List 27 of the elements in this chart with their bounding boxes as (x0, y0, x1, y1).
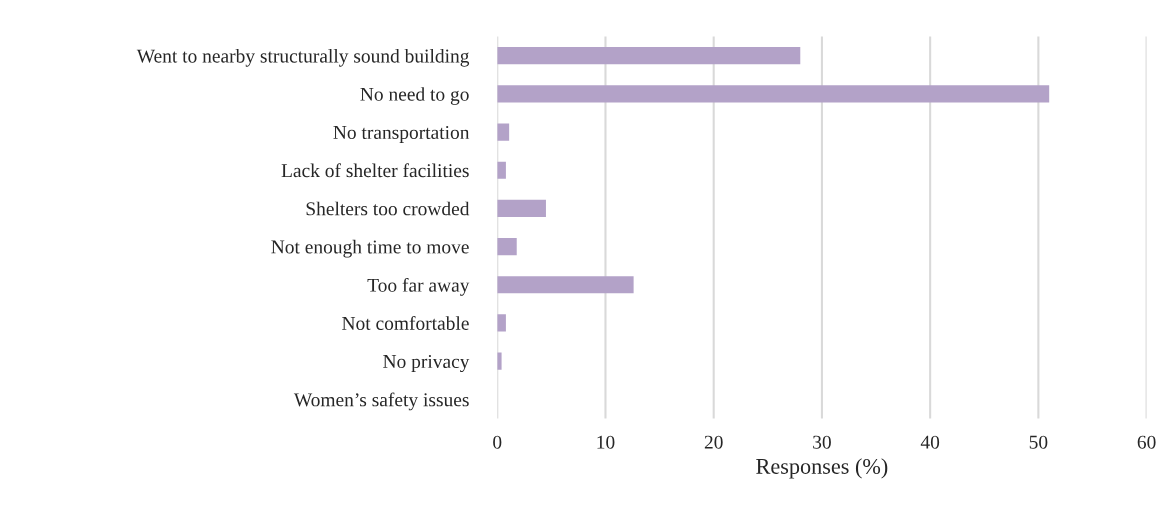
bar (497, 314, 506, 332)
y-tick-label: Women’s safety issues (293, 392, 469, 411)
bar (497, 276, 634, 294)
y-tick-label: Not comfortable (342, 316, 469, 330)
y-tick-label: No transportation (333, 125, 470, 143)
x-tick-label: 40 (920, 435, 940, 449)
y-tick-label: Not enough time to move (271, 239, 469, 258)
bar (497, 47, 801, 65)
y-tick-label: Lack of shelter facilities (281, 163, 469, 178)
x-tick-label: 30 (813, 435, 831, 449)
bar (497, 199, 546, 218)
y-tick-label: Went to nearby structurally sound building (136, 48, 470, 67)
x-tick-label: 0 (493, 435, 502, 449)
bar (497, 161, 506, 179)
x-tick-label: 60 (1137, 435, 1156, 449)
x-axis-title: Responses (%) (756, 458, 888, 479)
bar (497, 85, 1050, 103)
y-tick-label: Shelters too crowded (306, 201, 470, 216)
x-tick-label: 50 (1029, 435, 1048, 449)
y-tick-label: Too far away (367, 277, 470, 296)
bar (497, 352, 502, 370)
bar (497, 123, 510, 141)
x-tick-label: 10 (597, 435, 615, 449)
y-tick-label: No privacy (383, 354, 470, 373)
x-tick-label: 20 (704, 435, 723, 449)
y-tick-label: No need to go (360, 87, 469, 105)
bar (497, 238, 517, 256)
